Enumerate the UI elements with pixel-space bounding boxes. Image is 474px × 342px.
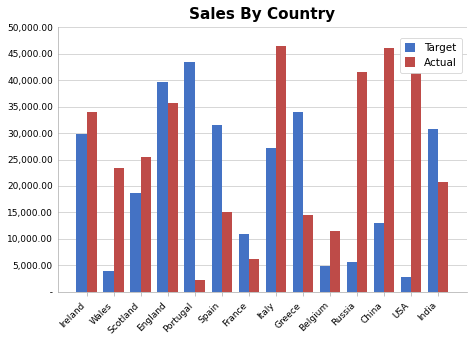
Legend: Target, Actual: Target, Actual	[400, 38, 462, 73]
Bar	[249, 259, 259, 292]
Bar	[438, 182, 448, 292]
Bar	[303, 215, 313, 292]
Bar	[276, 46, 286, 292]
Bar	[292, 113, 303, 292]
Bar	[347, 262, 357, 292]
Bar	[319, 266, 330, 292]
Bar	[401, 277, 411, 292]
Bar	[184, 62, 195, 292]
Bar	[374, 223, 384, 292]
Bar	[428, 129, 438, 292]
Bar	[211, 125, 222, 292]
Bar	[114, 169, 124, 292]
Bar	[141, 157, 151, 292]
Bar	[76, 134, 87, 292]
Bar	[87, 112, 97, 292]
Title: Sales By Country: Sales By Country	[189, 7, 336, 22]
Bar	[222, 212, 232, 292]
Bar	[238, 234, 249, 292]
Bar	[411, 62, 421, 292]
Bar	[157, 82, 168, 292]
Bar	[357, 72, 367, 292]
Bar	[103, 271, 114, 292]
Bar	[168, 103, 178, 292]
Bar	[384, 49, 394, 292]
Bar	[130, 193, 141, 292]
Bar	[195, 280, 205, 292]
Bar	[330, 231, 340, 292]
Bar	[265, 148, 276, 292]
